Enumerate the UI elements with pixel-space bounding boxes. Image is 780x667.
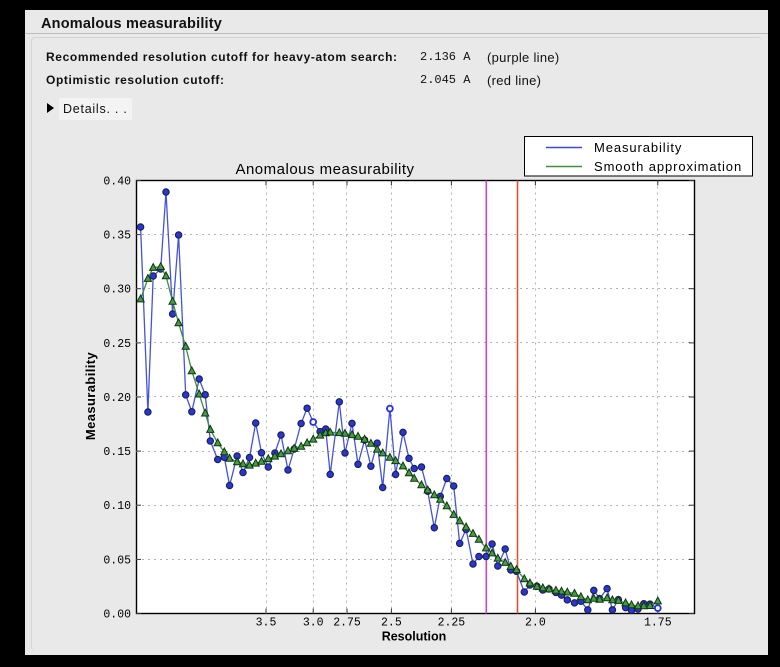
svg-text:0.35: 0.35 [103, 230, 131, 243]
svg-text:2.5: 2.5 [381, 617, 402, 630]
svg-text:0.40: 0.40 [103, 176, 131, 189]
svg-text:0.10: 0.10 [103, 500, 131, 513]
svg-text:3.5: 3.5 [256, 617, 277, 630]
svg-text:Measurability: Measurability [594, 140, 682, 155]
svg-text:1.75: 1.75 [644, 617, 672, 630]
svg-text:2.0: 2.0 [525, 617, 546, 630]
svg-text:0.25: 0.25 [103, 338, 131, 351]
svg-text:0.20: 0.20 [103, 392, 131, 405]
svg-text:Measurability: Measurability [83, 351, 98, 440]
svg-text:Smooth approximation: Smooth approximation [594, 159, 742, 174]
svg-text:Anomalous measurability: Anomalous measurability [235, 161, 414, 178]
svg-text:0.15: 0.15 [103, 446, 131, 459]
svg-text:2.75: 2.75 [333, 617, 361, 630]
svg-text:2.25: 2.25 [438, 617, 466, 630]
svg-text:0.30: 0.30 [103, 284, 131, 297]
svg-text:0.00: 0.00 [103, 609, 131, 622]
svg-text:3.0: 3.0 [303, 617, 324, 630]
svg-text:Resolution: Resolution [382, 630, 447, 644]
svg-text:0.05: 0.05 [103, 554, 131, 567]
